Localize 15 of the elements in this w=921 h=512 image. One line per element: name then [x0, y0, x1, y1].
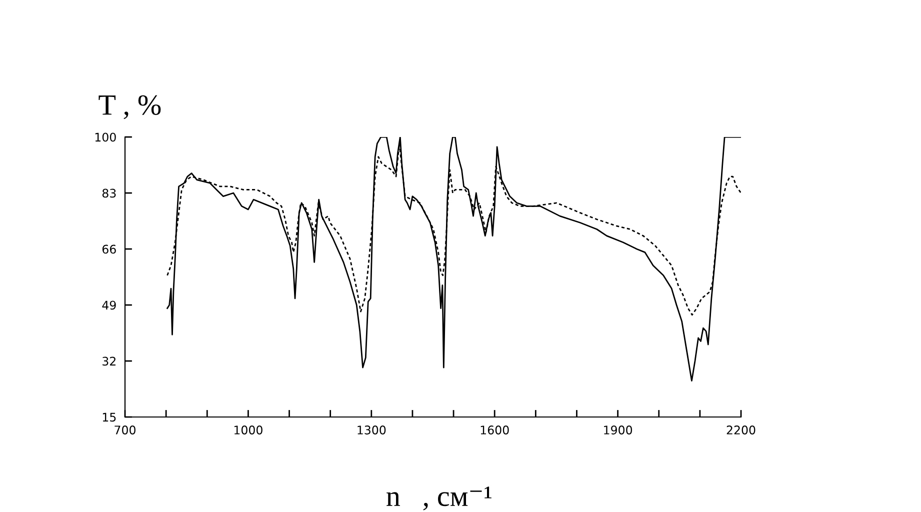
- x-tick-label: 700: [114, 426, 136, 434]
- y-tick-label: 100: [95, 132, 116, 142]
- x-tick-label: 1300: [358, 426, 386, 434]
- x-tick-label: 1000: [234, 426, 262, 434]
- y-axis-title: T , %: [98, 95, 161, 120]
- x-tick-label: 2200: [726, 426, 756, 434]
- y-tick-label: 83: [102, 188, 116, 198]
- y-tick-label: 49: [102, 300, 116, 310]
- y-tick-label: 66: [102, 244, 116, 254]
- line-series: [166, 137, 741, 382]
- x-tick-label: 1900: [604, 426, 632, 434]
- y-tick-label: 15: [102, 412, 116, 422]
- x-tick-label: 1600: [480, 426, 509, 434]
- y-tick-label: 32: [102, 356, 116, 366]
- x-axis-title: n , см⁻¹: [386, 486, 492, 510]
